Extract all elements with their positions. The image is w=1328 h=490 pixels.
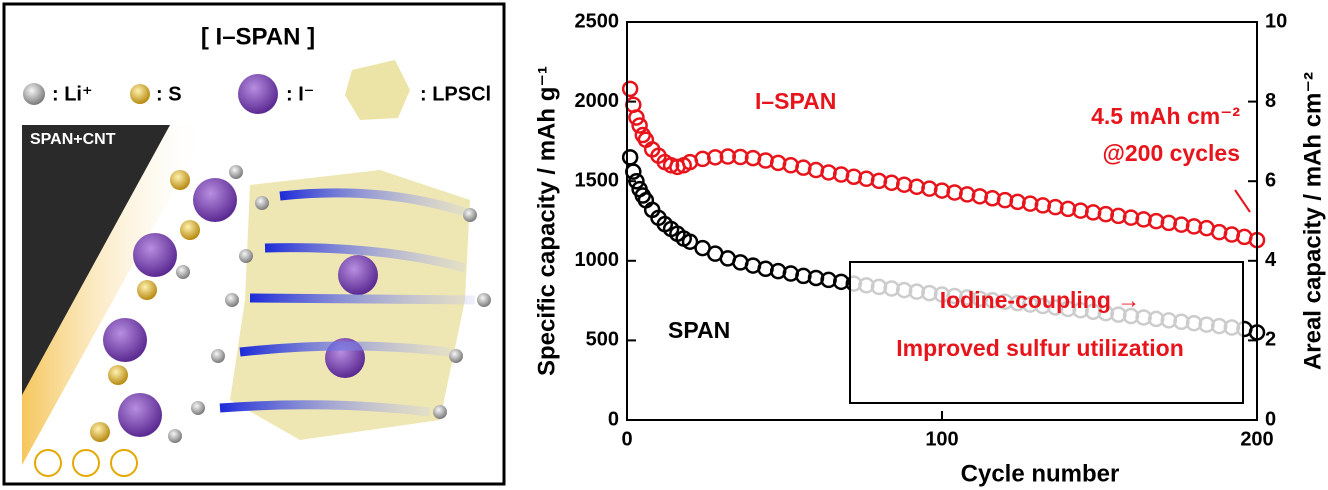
data-point — [631, 117, 648, 134]
y2-tick-label: 0 — [1265, 408, 1276, 430]
y2-tick-label: 8 — [1265, 90, 1276, 112]
data-point — [628, 172, 645, 190]
li-icon — [23, 83, 45, 105]
callout-text: Improved sulfur utilization — [896, 335, 1184, 361]
callout-box — [849, 261, 1244, 404]
li-ions — [168, 165, 491, 443]
data-point — [621, 149, 639, 166]
schematic: [ I–SPAN ] : Li⁺ : S : I⁻ : LPSCl SPAN+C… — [2, 2, 506, 486]
plot-frame — [626, 21, 1258, 421]
y2-tick-label: 10 — [1265, 10, 1287, 32]
legend-label: : I⁻ — [286, 83, 314, 105]
legend-label: : S — [156, 83, 182, 105]
data-point — [719, 148, 737, 165]
y2-axis-title: Areal capacity / mAh cm⁻² — [1299, 72, 1326, 370]
data-point — [732, 148, 749, 166]
lpscl-icon — [345, 60, 410, 120]
callout-text: Iodine-coupling → — [940, 287, 1141, 313]
substrate-label: SPAN+CNT — [30, 131, 116, 148]
y-tick-label: 1500 — [575, 169, 620, 191]
y2-tick-label: 2 — [1265, 329, 1276, 351]
x-axis-title: Cycle number — [961, 460, 1120, 487]
lpscl-particles — [230, 170, 470, 440]
y2-tick-label: 6 — [1265, 169, 1276, 191]
schematic-title: [ I–SPAN ] — [201, 23, 315, 50]
sulfur-atoms — [90, 170, 200, 442]
y2-tick-label: 4 — [1265, 249, 1277, 271]
legend-label: : Li⁺ — [52, 83, 93, 105]
x-tick-label: 0 — [621, 428, 632, 450]
li-flux-arrows — [219, 188, 476, 417]
x-tick-label: 100 — [925, 428, 958, 450]
y-tick-label: 2500 — [575, 10, 620, 32]
data-point — [621, 80, 639, 98]
y-tick-label: 500 — [586, 329, 619, 351]
y-tick-label: 1000 — [575, 249, 620, 271]
series-label: SPAN — [668, 317, 730, 343]
y-tick-label: 0 — [608, 408, 619, 430]
annotation: 4.5 mAh cm⁻² — [1091, 103, 1240, 129]
i-icon — [238, 74, 278, 114]
data-point — [628, 109, 645, 126]
data-point — [681, 233, 699, 250]
y-axis-title: Specific capacity / mAh g⁻¹ — [533, 66, 560, 376]
series-label: I–SPAN — [755, 88, 836, 114]
annotation: @200 cycles — [1102, 140, 1240, 166]
annotation-arrow — [1234, 189, 1251, 213]
data-point — [706, 149, 724, 166]
span-cnt-layer — [22, 125, 170, 395]
data-point — [662, 157, 680, 174]
data-point — [625, 163, 642, 180]
y-tick-label: 2000 — [575, 90, 620, 112]
lightning-icons — [34, 449, 138, 477]
legend-label: : LPSCl — [420, 83, 491, 105]
s-icon — [130, 84, 150, 104]
x-tick-label: 200 — [1240, 428, 1273, 450]
